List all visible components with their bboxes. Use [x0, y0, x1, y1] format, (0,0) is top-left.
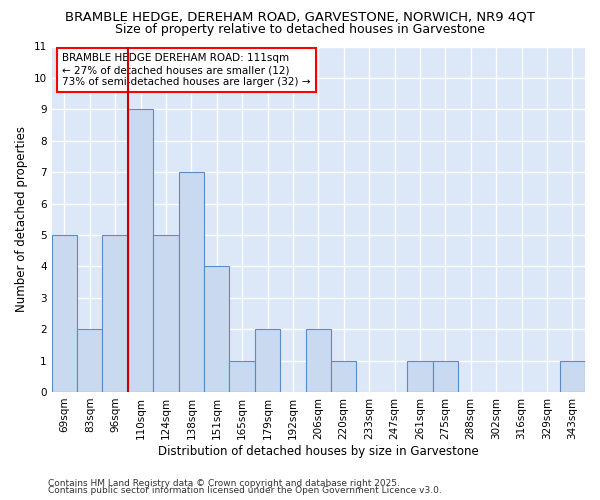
- Bar: [103, 235, 128, 392]
- Bar: [77, 329, 103, 392]
- Bar: [52, 235, 77, 392]
- Text: BRAMBLE HEDGE, DEREHAM ROAD, GARVESTONE, NORWICH, NR9 4QT: BRAMBLE HEDGE, DEREHAM ROAD, GARVESTONE,…: [65, 10, 535, 23]
- Bar: [305, 329, 331, 392]
- X-axis label: Distribution of detached houses by size in Garvestone: Distribution of detached houses by size …: [158, 444, 479, 458]
- Bar: [128, 110, 153, 392]
- Bar: [560, 360, 585, 392]
- Text: Contains HM Land Registry data © Crown copyright and database right 2025.: Contains HM Land Registry data © Crown c…: [48, 478, 400, 488]
- Bar: [255, 329, 280, 392]
- Text: BRAMBLE HEDGE DEREHAM ROAD: 111sqm
← 27% of detached houses are smaller (12)
73%: BRAMBLE HEDGE DEREHAM ROAD: 111sqm ← 27%…: [62, 54, 311, 86]
- Text: Contains public sector information licensed under the Open Government Licence v3: Contains public sector information licen…: [48, 486, 442, 495]
- Bar: [229, 360, 255, 392]
- Bar: [407, 360, 433, 392]
- Y-axis label: Number of detached properties: Number of detached properties: [15, 126, 28, 312]
- Bar: [331, 360, 356, 392]
- Bar: [433, 360, 458, 392]
- Bar: [179, 172, 204, 392]
- Text: Size of property relative to detached houses in Garvestone: Size of property relative to detached ho…: [115, 22, 485, 36]
- Bar: [153, 235, 179, 392]
- Bar: [204, 266, 229, 392]
